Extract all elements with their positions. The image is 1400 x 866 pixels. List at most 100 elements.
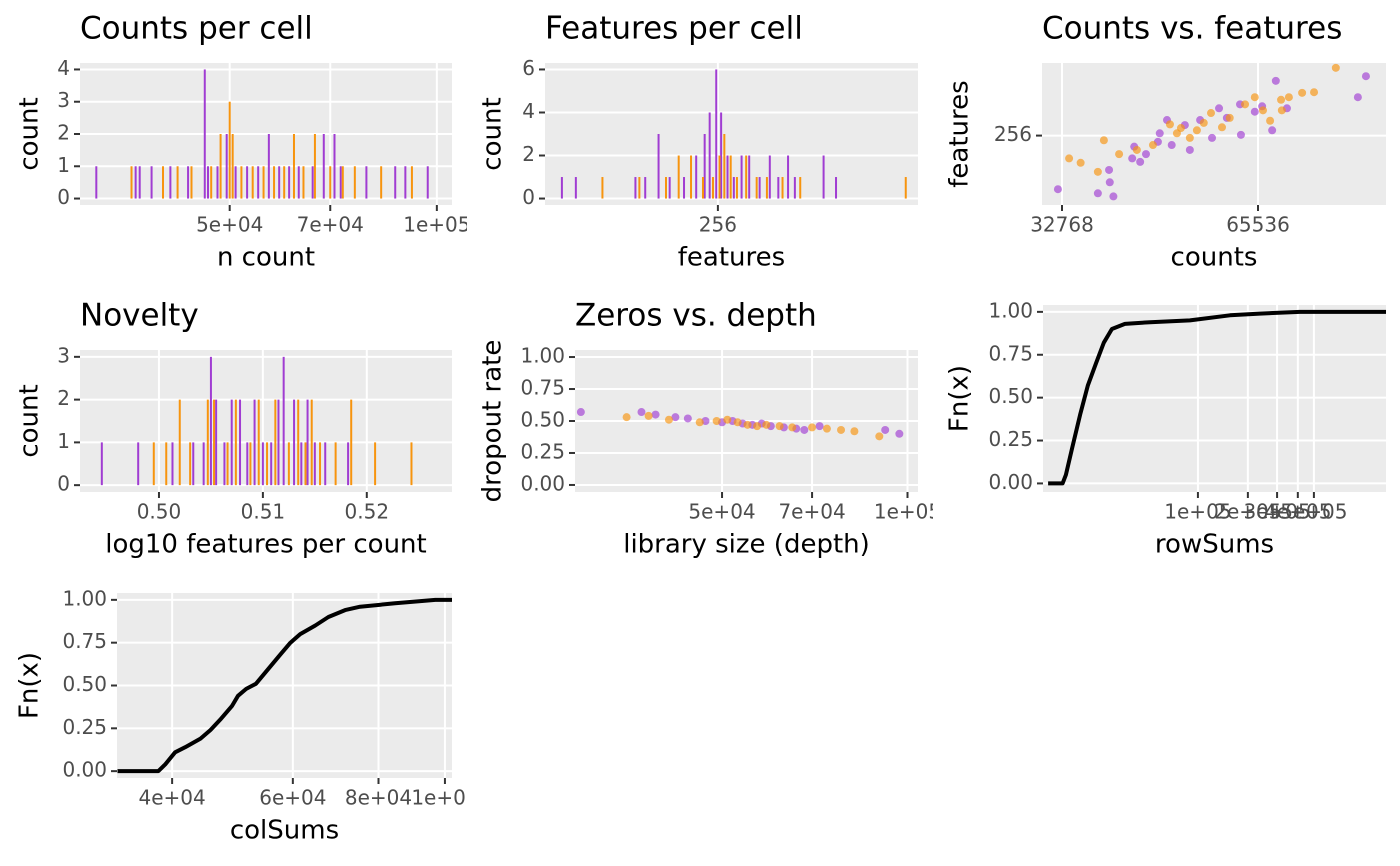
ecdf-line [1048, 309, 1386, 486]
y-tick-label: 0.00 [520, 471, 565, 495]
bar [768, 155, 771, 199]
x-tick-label: 256 [699, 213, 737, 237]
bar [282, 356, 285, 486]
y-axis-label: dropout rate [478, 340, 508, 503]
bar [410, 166, 413, 199]
panel: 0.00 0.25 0.50 0.75 1.00 5e+04 7e+04 1e+05 Zeros… [478, 298, 941, 560]
bar [134, 166, 137, 199]
bar [267, 134, 270, 199]
x-tick-label: 1e+05 [1164, 500, 1231, 524]
bar [313, 442, 316, 486]
y-tick-label: 0 [57, 185, 70, 209]
marks [1048, 309, 1386, 486]
point [1266, 116, 1275, 125]
x-tick-label: 7e+04 [297, 213, 364, 237]
point [762, 420, 771, 429]
bar [302, 166, 305, 199]
bar [210, 166, 213, 199]
bar [726, 155, 729, 199]
point [1250, 93, 1259, 102]
bar [334, 442, 337, 486]
x-tick-label: 4e+04 [138, 786, 205, 810]
bar [176, 166, 179, 199]
bar [257, 399, 260, 486]
point [1250, 107, 1259, 116]
y-tick-label: 1 [57, 153, 70, 177]
bar [341, 166, 344, 199]
point [1176, 124, 1185, 133]
point [1277, 106, 1286, 115]
point [788, 423, 797, 432]
point [1099, 136, 1108, 145]
bar [333, 134, 336, 199]
x-axis-label: colSums [230, 816, 339, 846]
x-tick-label: 3e+05 [1243, 500, 1310, 524]
point [1109, 192, 1118, 201]
bar [219, 134, 222, 199]
point [1353, 93, 1362, 102]
x-tick-label: 4e+05 [1264, 500, 1331, 524]
marks [560, 69, 907, 199]
marks [576, 408, 904, 441]
bar [277, 399, 280, 486]
point [775, 422, 784, 431]
bar [394, 166, 397, 199]
y-tick-label: 0.50 [62, 672, 107, 696]
bar [216, 166, 219, 199]
bar [347, 442, 350, 486]
panel: 256 32768 65536 Counts vs. features counts fe… [945, 11, 1386, 273]
point [576, 408, 585, 417]
bar [729, 155, 732, 199]
bar [292, 134, 295, 199]
bar [225, 134, 228, 199]
bar [293, 399, 296, 486]
bar [249, 442, 252, 486]
bar [246, 166, 249, 199]
y-tick-label: 0 [57, 472, 70, 496]
bar [213, 399, 216, 486]
x-tick-label: 1e+05 [874, 500, 941, 524]
panel: 0 1 2 3 4 5e+04 7e+04 1e+05 Counts per cell n cou… [15, 11, 468, 273]
bar [288, 166, 291, 199]
y-tick-label: 0.50 [520, 408, 565, 432]
bar [171, 442, 174, 486]
point [1268, 126, 1277, 135]
bar [262, 166, 265, 199]
point [1192, 126, 1201, 135]
marks [1053, 63, 1370, 201]
bar [329, 166, 332, 199]
bar [404, 166, 407, 199]
point [1298, 88, 1307, 97]
point [1361, 72, 1370, 81]
bar [574, 177, 577, 199]
y-tick-label: 1.00 [62, 586, 107, 610]
panel-title: Features per cell [545, 11, 803, 47]
point [1225, 113, 1234, 122]
bar [239, 399, 242, 486]
bar [708, 112, 711, 199]
point [1277, 95, 1286, 104]
bar [638, 177, 641, 199]
x-axis-label: library size (depth) [623, 530, 870, 560]
y-tick-label: 2 [57, 121, 70, 145]
bar [223, 442, 226, 486]
panel: 0.00 0.25 0.50 0.75 1.00 4e+04 6e+04 8e+04 1e+05… [15, 586, 468, 846]
x-tick-label: 8e+04 [345, 786, 412, 810]
y-tick-label: 0.75 [520, 376, 565, 400]
point [1105, 165, 1114, 174]
point [1217, 123, 1226, 132]
point [1185, 145, 1194, 154]
bar [732, 177, 735, 199]
ecdf-line [117, 597, 452, 774]
point [1167, 141, 1176, 150]
point [1165, 120, 1174, 129]
point [1258, 106, 1267, 115]
bar [426, 166, 429, 199]
point [637, 408, 646, 417]
bar [799, 177, 802, 199]
bar [311, 166, 314, 199]
bar [365, 166, 368, 199]
point [712, 417, 721, 425]
point [644, 411, 653, 420]
